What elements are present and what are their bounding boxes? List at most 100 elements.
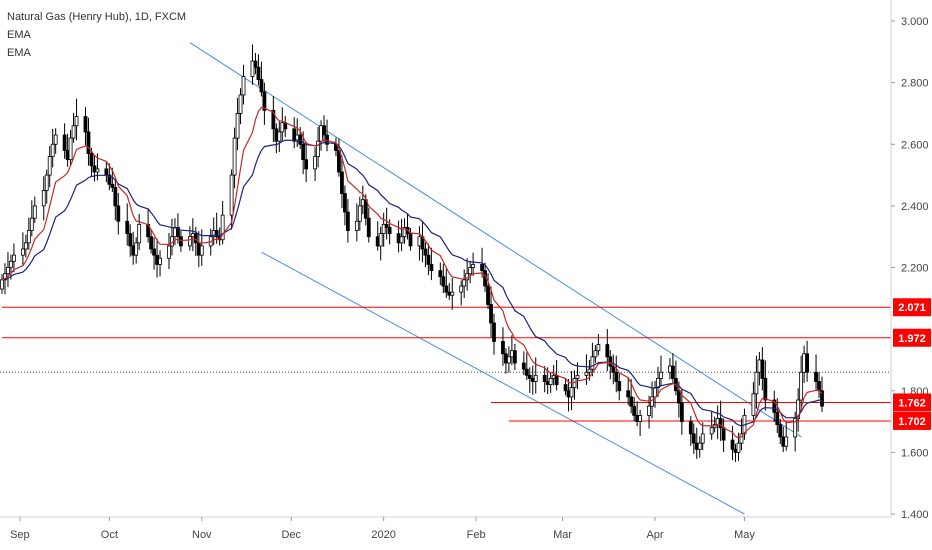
candle[interactable]	[384, 207, 389, 240]
candle[interactable]	[238, 88, 243, 125]
candle[interactable]	[566, 379, 571, 412]
candle[interactable]	[590, 342, 595, 377]
candle[interactable]	[155, 238, 159, 278]
candle[interactable]	[128, 224, 133, 257]
candle[interactable]	[799, 355, 804, 413]
candle[interactable]	[283, 115, 288, 138]
candle[interactable]	[733, 443, 738, 462]
level-tag-1.762[interactable]: 1.762	[893, 393, 931, 412]
candle[interactable]	[9, 254, 13, 280]
candle[interactable]	[32, 196, 37, 223]
candle[interactable]	[62, 123, 67, 159]
candle[interactable]	[468, 260, 473, 284]
candle[interactable]	[47, 146, 52, 188]
candle[interactable]	[507, 346, 511, 373]
candle[interactable]	[196, 231, 201, 268]
candle[interactable]	[23, 234, 28, 258]
candle[interactable]	[357, 196, 362, 231]
candle[interactable]	[504, 348, 508, 374]
candle[interactable]	[441, 263, 446, 294]
candle[interactable]	[241, 64, 246, 105]
candle[interactable]	[617, 373, 622, 401]
candle[interactable]	[796, 388, 801, 432]
candle[interactable]	[337, 138, 341, 177]
candle[interactable]	[688, 416, 693, 446]
candle[interactable]	[715, 405, 720, 440]
level-tag-1.702[interactable]: 1.702	[893, 411, 931, 430]
candle[interactable]	[548, 372, 553, 393]
candle[interactable]	[26, 217, 31, 250]
candle[interactable]	[271, 96, 276, 143]
candle[interactable]	[694, 427, 699, 459]
candle[interactable]	[44, 169, 49, 204]
candle[interactable]	[396, 220, 401, 253]
channel-lower-line[interactable]	[261, 251, 745, 515]
candle[interactable]	[730, 425, 735, 461]
candle[interactable]	[366, 207, 371, 243]
candle[interactable]	[721, 418, 726, 453]
candle[interactable]	[751, 382, 756, 421]
candle[interactable]	[802, 345, 807, 384]
candle[interactable]	[354, 203, 359, 242]
candle[interactable]	[20, 232, 25, 265]
candle[interactable]	[340, 155, 344, 209]
candle[interactable]	[71, 112, 76, 143]
candle[interactable]	[593, 345, 598, 363]
channel-upper-line[interactable]	[189, 42, 802, 438]
ema-slow-line[interactable]	[1, 139, 823, 427]
candle[interactable]	[113, 179, 118, 221]
candle[interactable]	[569, 371, 574, 411]
candle[interactable]	[673, 360, 678, 396]
candle[interactable]	[253, 53, 258, 75]
candle[interactable]	[533, 357, 538, 394]
candle[interactable]	[653, 380, 657, 408]
candle[interactable]	[718, 400, 723, 441]
time-axis[interactable]: Sep Oct Nov Dec 2020 Feb Mar Apr May	[0, 516, 891, 541]
candle[interactable]	[527, 367, 532, 393]
candle[interactable]	[820, 376, 824, 413]
candle[interactable]	[280, 107, 285, 142]
candle[interactable]	[784, 421, 789, 451]
candle[interactable]	[697, 436, 702, 458]
candle[interactable]	[605, 329, 610, 372]
level-tag-2.071[interactable]: 2.071	[893, 298, 931, 317]
candle[interactable]	[465, 258, 470, 291]
candle[interactable]	[700, 422, 705, 451]
candle[interactable]	[167, 232, 171, 270]
candle[interactable]	[137, 213, 142, 250]
candle[interactable]	[426, 243, 431, 276]
candle[interactable]	[89, 147, 94, 177]
candle[interactable]	[86, 117, 91, 166]
candle[interactable]	[712, 416, 717, 433]
candle[interactable]	[471, 252, 476, 276]
legend-symbol[interactable]: Natural Gas (Henry Hub), 1D, FXCM	[7, 11, 187, 23]
candle[interactable]	[420, 221, 425, 263]
candle[interactable]	[659, 355, 663, 387]
candle[interactable]	[814, 354, 818, 390]
candle[interactable]	[402, 218, 407, 244]
candle[interactable]	[29, 200, 34, 237]
candle[interactable]	[760, 346, 765, 391]
candle[interactable]	[447, 282, 452, 300]
candle[interactable]	[450, 277, 455, 310]
candle[interactable]	[459, 280, 464, 306]
candle[interactable]	[277, 121, 282, 152]
candle[interactable]	[220, 200, 225, 245]
candle[interactable]	[638, 409, 643, 437]
candle[interactable]	[334, 137, 338, 157]
candle[interactable]	[509, 335, 514, 366]
candle[interactable]	[444, 268, 449, 299]
candle[interactable]	[190, 218, 195, 252]
candle[interactable]	[626, 377, 631, 406]
candle[interactable]	[41, 176, 46, 221]
candle[interactable]	[187, 226, 192, 251]
candle[interactable]	[149, 229, 153, 254]
candle[interactable]	[83, 107, 88, 146]
candle[interactable]	[417, 226, 422, 261]
candle[interactable]	[489, 286, 493, 338]
candle[interactable]	[322, 115, 326, 144]
candle[interactable]	[501, 327, 505, 366]
candle[interactable]	[304, 141, 309, 183]
candle[interactable]	[0, 274, 4, 294]
candle[interactable]	[274, 123, 279, 154]
